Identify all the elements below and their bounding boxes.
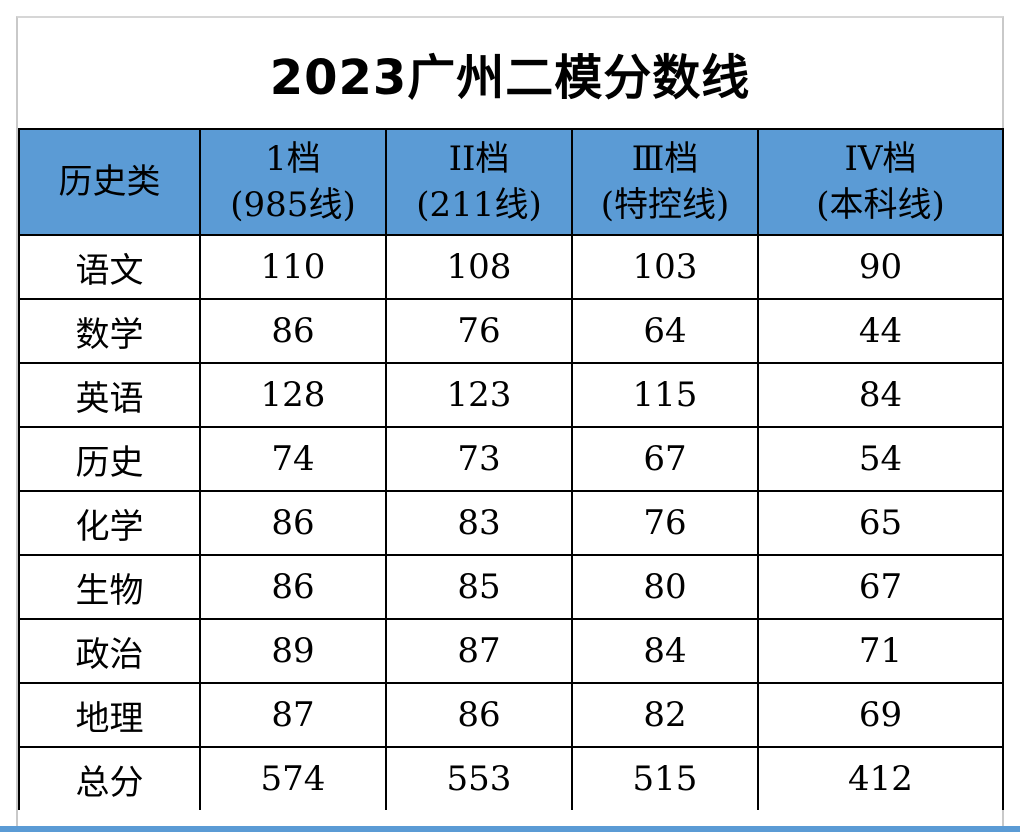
subject-cell: 总分	[18, 746, 201, 810]
table-row: 地理 87 86 82 69	[18, 682, 1004, 748]
subject-cell: 历史	[18, 426, 201, 492]
subject-cell: 生物	[18, 554, 201, 620]
tier-4-sub: (本科线)	[816, 185, 945, 225]
table-row: 英语 128 123 115 84	[18, 362, 1004, 428]
score-cell: 515	[571, 746, 759, 810]
score-cell: 64	[571, 298, 759, 364]
score-cell: 86	[385, 682, 573, 748]
total-row: 总分 574 553 515 412	[18, 746, 1004, 810]
category-header: 历史类	[18, 128, 201, 236]
score-cell: 76	[385, 298, 573, 364]
tier-2-name: II档	[448, 139, 510, 179]
page-title: 2023广州二模分数线	[269, 50, 751, 106]
table-row: 历史 74 73 67 54	[18, 426, 1004, 492]
table-row: 语文 110 108 103 90	[18, 234, 1004, 300]
tier-4-name: IV档	[844, 139, 917, 179]
subject-cell: 政治	[18, 618, 201, 684]
score-cell: 69	[757, 682, 1004, 748]
score-cell: 44	[757, 298, 1004, 364]
tier-1-header: 1档 (985线)	[199, 128, 387, 236]
next-header-strip	[0, 826, 1020, 832]
tier-1-name: 1档	[265, 139, 321, 179]
score-cell: 89	[199, 618, 387, 684]
score-cell: 80	[571, 554, 759, 620]
score-cell: 115	[571, 362, 759, 428]
score-cell: 76	[571, 490, 759, 556]
subject-cell: 地理	[18, 682, 201, 748]
score-sheet: 2023广州二模分数线 历史类 1档 (985线) II档 (211线) Ⅲ档 …	[16, 16, 1004, 832]
header-row: 历史类 1档 (985线) II档 (211线) Ⅲ档 (特控线) IV档 (本…	[18, 128, 1004, 236]
table-row: 生物 86 85 80 67	[18, 554, 1004, 620]
score-cell: 87	[385, 618, 573, 684]
subject-cell: 英语	[18, 362, 201, 428]
tier-3-name: Ⅲ档	[631, 139, 699, 179]
subject-cell: 语文	[18, 234, 201, 300]
score-cell: 123	[385, 362, 573, 428]
table-row: 化学 86 83 76 65	[18, 490, 1004, 556]
table-row: 政治 89 87 84 71	[18, 618, 1004, 684]
tier-1-sub: (985线)	[230, 185, 356, 225]
score-cell: 82	[571, 682, 759, 748]
score-cell: 412	[757, 746, 1004, 810]
score-cell: 574	[199, 746, 387, 810]
score-cell: 553	[385, 746, 573, 810]
score-cell: 85	[385, 554, 573, 620]
tier-4-header: IV档 (本科线)	[757, 128, 1004, 236]
tier-2-sub: (211线)	[416, 185, 542, 225]
subject-cell: 化学	[18, 490, 201, 556]
score-cell: 110	[199, 234, 387, 300]
score-cell: 67	[757, 554, 1004, 620]
score-cell: 86	[199, 490, 387, 556]
score-cell: 67	[571, 426, 759, 492]
table-row: 数学 86 76 64 44	[18, 298, 1004, 364]
score-cell: 86	[199, 554, 387, 620]
score-cell: 103	[571, 234, 759, 300]
score-cell: 108	[385, 234, 573, 300]
score-cell: 74	[199, 426, 387, 492]
score-cell: 84	[757, 362, 1004, 428]
score-cell: 54	[757, 426, 1004, 492]
score-table: 历史类 1档 (985线) II档 (211线) Ⅲ档 (特控线) IV档 (本…	[18, 128, 1004, 810]
score-cell: 73	[385, 426, 573, 492]
score-cell: 65	[757, 490, 1004, 556]
score-cell: 90	[757, 234, 1004, 300]
tier-3-header: Ⅲ档 (特控线)	[571, 128, 759, 236]
score-cell: 71	[757, 618, 1004, 684]
score-cell: 83	[385, 490, 573, 556]
score-cell: 87	[199, 682, 387, 748]
score-cell: 128	[199, 362, 387, 428]
tier-3-sub: (特控线)	[600, 185, 730, 225]
subject-cell: 数学	[18, 298, 201, 364]
tier-2-header: II档 (211线)	[385, 128, 573, 236]
score-cell: 86	[199, 298, 387, 364]
score-cell: 84	[571, 618, 759, 684]
